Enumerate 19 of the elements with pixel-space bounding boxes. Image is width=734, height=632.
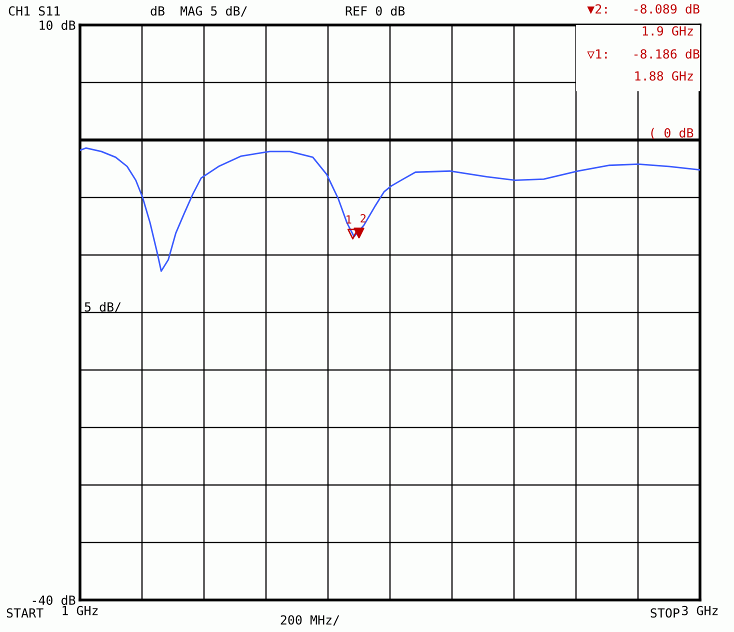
annotation: 1.9 GHz — [642, 26, 693, 36]
x-tick-label: 3 GHz — [682, 606, 718, 616]
y-tick-label: 10 dB — [40, 20, 76, 30]
annotation: ▽1: -8.186 dB — [587, 48, 700, 59]
annotation: 1.88 GHz — [635, 71, 693, 81]
text: STOP — [650, 608, 680, 618]
annotation: 5 dB/ — [84, 302, 121, 313]
text: 200 MHz/ — [280, 615, 340, 626]
chart-title: CH1 S11 — [8, 6, 60, 16]
x-tick-label: 1 GHz — [62, 606, 98, 616]
y-tick-label: -40 dB — [32, 595, 76, 605]
annotation: 1 — [346, 215, 352, 224]
text: START — [6, 608, 44, 618]
annotation: 2 — [360, 214, 366, 222]
text: REF 0 dB — [346, 6, 405, 16]
line-series — [80, 147, 700, 272]
text: dB MAG 5 dB/ — [150, 6, 247, 17]
text: ▼2: -8.089 dB — [587, 4, 700, 14]
ref-line-label: ( 0 dB — [651, 128, 694, 140]
